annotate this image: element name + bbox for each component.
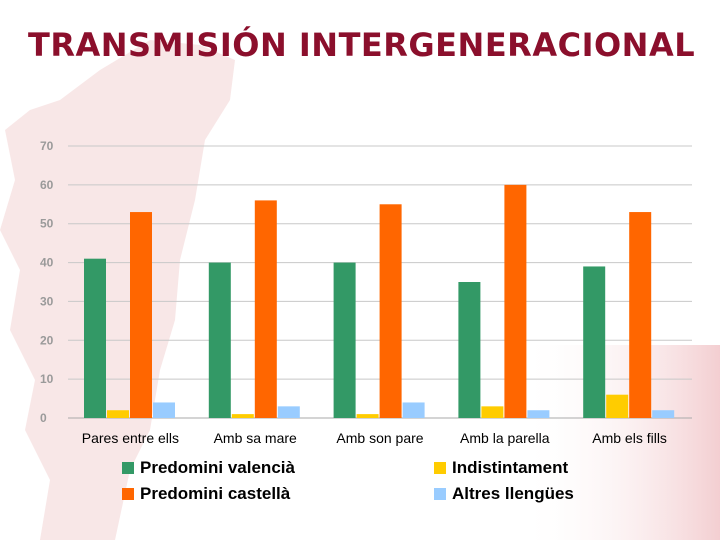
y-tick-label: 40 [40,256,54,270]
x-category-label: Pares entre ells [82,430,179,446]
x-category-label: Amb son pare [336,430,423,446]
bar-indistintament-2 [356,414,379,418]
legend-item-altres-llengues: Altres llengües [434,483,622,505]
bar-predomini-valenci--1 [208,262,231,418]
x-category-label: Amb sa mare [214,430,297,446]
x-category-label: Amb la parella [460,430,550,446]
right-gradient-panel [520,345,720,540]
bar-predomini-castell--1 [254,200,277,418]
bar-indistintament-4 [606,394,629,418]
legend-item-indistintament: Indistintament [434,457,622,479]
y-tick-label: 0 [40,411,47,425]
legend-swatch [122,488,134,500]
y-tick-label: 10 [40,372,54,386]
bar-predomini-valenci--2 [333,262,356,418]
bar-altres-lleng-es-2 [402,402,425,418]
y-tick-label: 60 [40,178,54,192]
bar-predomini-castell--2 [379,204,402,418]
legend-item-predomini-castella: Predomini castellà [122,483,434,505]
bar-predomini-valenci--0 [84,258,106,418]
legend-label: Predomini castellà [140,484,291,503]
legend-item-predomini-valencia: Predomini valencià [122,457,434,479]
bar-predomini-castell--0 [130,212,152,418]
map-silhouette [0,40,235,540]
y-axis-ticks: 0 10 20 30 40 50 60 70 [40,139,54,425]
legend-label: Altres llengües [452,484,574,503]
legend: Predomini valencià Indistintament Predom… [122,457,622,505]
y-tick-label: 50 [40,217,54,231]
bar-predomini-valenci--3 [458,282,481,418]
legend-swatch [122,462,134,474]
bar-indistintament-1 [231,414,254,418]
page-title: TRANSMISIÓN INTERGENERACIONAL [28,26,696,64]
legend-label: Predomini valencià [140,458,295,477]
y-tick-label: 70 [40,139,54,153]
bar-altres-lleng-es-4 [652,410,675,418]
bar-predomini-valenci--4 [583,266,606,418]
bar-altres-lleng-es-3 [527,410,550,418]
bar-indistintament-3 [481,406,504,418]
legend-swatch [434,488,446,500]
y-tick-label: 20 [40,333,54,347]
bar-predomini-castell--3 [504,184,527,418]
bar-altres-lleng-es-0 [153,402,175,418]
bars [84,184,675,418]
bar-predomini-castell--4 [629,212,652,418]
y-tick-label: 30 [40,294,54,308]
x-category-label: Amb els fills [592,430,667,446]
legend-swatch [434,462,446,474]
legend-label: Indistintament [452,458,569,477]
bar-indistintament-0 [107,410,129,418]
x-axis-categories: Pares entre ells Amb sa mare Amb son pare A… [82,430,667,446]
bar-altres-lleng-es-1 [277,406,300,418]
